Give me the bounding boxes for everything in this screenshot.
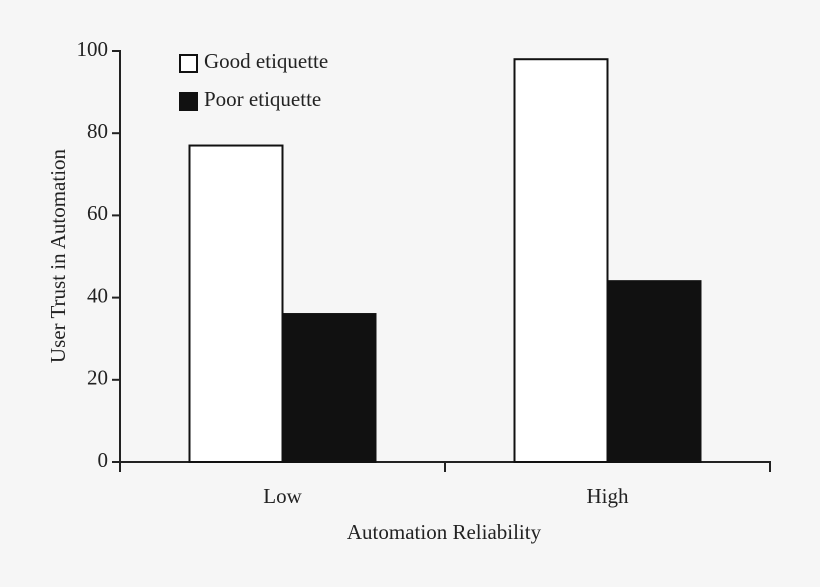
y-axis-title: User Trust in Automation	[46, 148, 70, 363]
x-tick-label: High	[587, 484, 630, 508]
bar	[606, 280, 702, 463]
legend-swatch	[179, 92, 198, 111]
y-tick-label: 20	[87, 366, 108, 390]
bar	[188, 144, 284, 463]
bar	[281, 313, 377, 464]
y-tick-label: 40	[87, 283, 108, 307]
y-tick-label: 80	[87, 119, 108, 143]
y-tick-label: 100	[77, 37, 109, 61]
x-tick-label: Low	[263, 484, 302, 508]
bar	[513, 58, 609, 463]
legend-label: Poor etiquette	[204, 87, 321, 111]
x-axis-title: Automation Reliability	[347, 520, 542, 544]
y-tick-label: 0	[98, 448, 109, 472]
y-tick-label: 60	[87, 201, 108, 225]
legend-label: Good etiquette	[204, 49, 328, 73]
legend-swatch	[179, 54, 198, 73]
